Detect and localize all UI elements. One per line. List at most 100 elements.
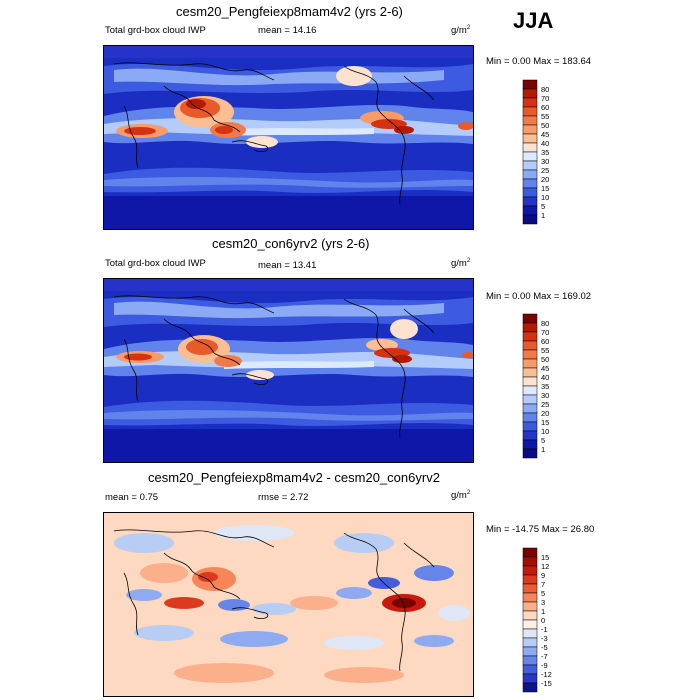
season-label: JJA [513,8,554,33]
colorbar-tick-label: 30 [541,391,549,400]
colorbar-box [522,214,538,225]
colorbar-tick-label: -7 [541,652,548,661]
colorbar-tick-label: 70 [541,328,549,337]
colorbar-tick-label: 25 [541,166,549,175]
colorbar-box [522,646,538,657]
colorbar-tick-label: 15 [541,418,549,427]
colorbar-box [522,574,538,585]
colorbar-box [522,196,538,207]
panel1-variable-label: Total grd-box cloud IWP [105,25,206,36]
panel3-mean: mean = 0.75 [105,492,159,503]
colorbar-box [522,349,538,360]
colorbar-tick-label: 50 [541,355,549,364]
panel3-map-field [104,513,473,696]
colorbar-box [522,313,538,324]
colorbar-tick-label: 12 [541,562,549,571]
colorbar-box [522,556,538,567]
panel1-colorbar: 80 70 60 55 50 45 40 35 30 25 20 15 10 5 1 [522,79,583,230]
colorbar-box [522,115,538,126]
colorbar-box [522,106,538,117]
colorbar-tick-label: -5 [541,643,548,652]
panel2-title: cesm20_con6yrv2 (yrs 2-6) [212,236,370,251]
colorbar-box [522,403,538,414]
panel3-title: cesm20_Pengfeiexp8mam4v2 - cesm20_con6yr… [148,470,440,485]
panel1-units: g/m2 [451,25,471,37]
colorbar-box [522,592,538,603]
colorbar-box [522,565,538,576]
colorbar-box [522,178,538,189]
colorbar-tick-label: 10 [541,427,549,436]
colorbar-box [522,205,538,216]
colorbar-box [522,376,538,387]
colorbar-tick-label: 9 [541,571,545,580]
colorbar-box [522,601,538,612]
colorbar-box [522,439,538,450]
panel2-mean: mean = 13.41 [258,260,317,271]
colorbar-box [522,367,538,378]
colorbar-tick-label: 40 [541,139,549,148]
colorbar-box [522,322,538,333]
colorbar-box [522,79,538,90]
colorbar-box [522,358,538,369]
colorbar-box [522,187,538,198]
colorbar-tick-label: 0 [541,616,545,625]
colorbar-tick-label: 25 [541,400,549,409]
colorbar-tick-label: 45 [541,364,549,373]
colorbar-tick-label: 30 [541,157,549,166]
colorbar-box [522,169,538,180]
colorbar-tick-label: 50 [541,121,549,130]
colorbar-box [522,151,538,162]
colorbar-tick-label: 10 [541,193,549,202]
colorbar-box [522,133,538,144]
colorbar-box [522,124,538,135]
panel2-variable-label: Total grd-box cloud IWP [105,258,206,269]
colorbar-tick-label: -12 [541,670,552,679]
panel3-units: g/m2 [451,490,471,502]
colorbar-box [522,682,538,693]
colorbar-tick-label: 1 [541,211,545,220]
colorbar-tick-label: 55 [541,346,549,355]
colorbar-box [522,547,538,558]
panel1-mean-value: 14.16 [292,25,317,36]
colorbar-tick-label: -15 [541,679,552,688]
colorbar-box [522,673,538,684]
colorbar-box [522,412,538,423]
panel1-map-field [104,46,473,229]
colorbar-tick-label: 20 [541,409,549,418]
colorbar-box [522,331,538,342]
colorbar-tick-label: 5 [541,436,545,445]
colorbar-box [522,610,538,621]
colorbar-tick-label: 3 [541,598,545,607]
colorbar-box [522,448,538,459]
colorbar-tick-label: 1 [541,445,545,454]
colorbar-box [522,97,538,108]
colorbar-box [522,655,538,666]
colorbar-tick-label: 55 [541,112,549,121]
panel3-colorbar: 15 12 9 7 5 3 1 0 -1 -3 -5 -7 -9 -12 -15 [522,547,583,698]
panel1-minmax: Min = 0.00 Max = 183.64 [486,56,592,67]
colorbar-box [522,628,538,639]
colorbar-tick-label: 1 [541,607,545,616]
panel2-map [103,278,474,463]
colorbar-box [522,160,538,171]
colorbar-tick-label: 45 [541,130,549,139]
colorbar-box [522,637,538,648]
colorbar-box [522,421,538,432]
colorbar-box [522,88,538,99]
colorbar-tick-label: -9 [541,661,548,670]
panel1-mean: mean = 14.16 [258,25,317,36]
colorbar-tick-label: 15 [541,553,549,562]
colorbar-tick-label: 15 [541,184,549,193]
colorbar-tick-label: 7 [541,580,545,589]
panel3-mean-value: 0.75 [139,492,159,503]
colorbar-tick-label: 40 [541,373,549,382]
colorbar-tick-label: 35 [541,382,549,391]
colorbar-box [522,340,538,351]
colorbar-tick-label: 20 [541,175,549,184]
colorbar-tick-label: 35 [541,148,549,157]
colorbar-tick-label: 80 [541,85,549,94]
panel2-map-field [104,279,473,462]
colorbar-tick-label: 80 [541,319,549,328]
